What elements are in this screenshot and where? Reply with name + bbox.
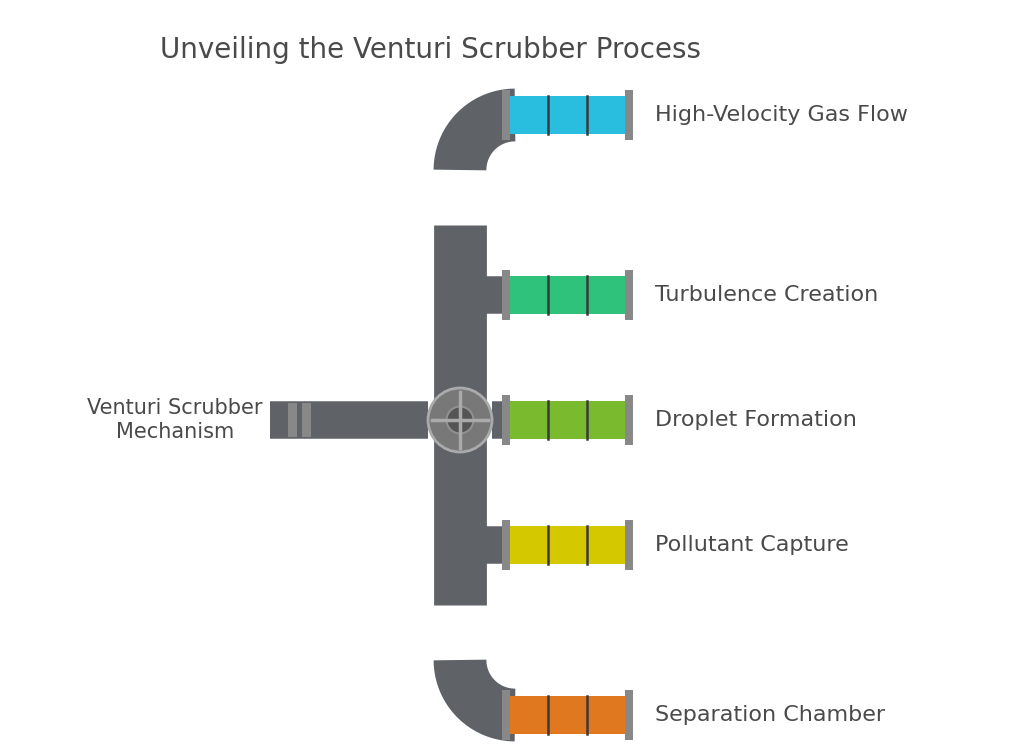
FancyBboxPatch shape (301, 403, 310, 437)
FancyBboxPatch shape (502, 395, 510, 445)
FancyBboxPatch shape (510, 696, 625, 734)
FancyBboxPatch shape (510, 526, 625, 564)
FancyBboxPatch shape (288, 403, 297, 437)
Text: Pollutant Capture: Pollutant Capture (655, 535, 849, 555)
Circle shape (428, 388, 492, 452)
Text: Turbulence Creation: Turbulence Creation (655, 285, 879, 305)
FancyBboxPatch shape (625, 690, 633, 740)
Circle shape (446, 406, 473, 433)
FancyBboxPatch shape (502, 90, 510, 140)
FancyBboxPatch shape (502, 690, 510, 740)
FancyBboxPatch shape (502, 270, 510, 320)
FancyBboxPatch shape (625, 395, 633, 445)
FancyBboxPatch shape (625, 90, 633, 140)
Text: Droplet Formation: Droplet Formation (655, 410, 857, 430)
Text: Unveiling the Venturi Scrubber Process: Unveiling the Venturi Scrubber Process (160, 36, 700, 64)
FancyBboxPatch shape (625, 270, 633, 320)
Text: Separation Chamber: Separation Chamber (655, 705, 885, 725)
FancyBboxPatch shape (510, 96, 625, 134)
Text: Venturi Scrubber
Mechanism: Venturi Scrubber Mechanism (87, 398, 263, 442)
FancyBboxPatch shape (510, 401, 625, 439)
FancyBboxPatch shape (625, 520, 633, 570)
FancyBboxPatch shape (502, 520, 510, 570)
Text: High-Velocity Gas Flow: High-Velocity Gas Flow (655, 105, 908, 125)
FancyBboxPatch shape (510, 276, 625, 314)
